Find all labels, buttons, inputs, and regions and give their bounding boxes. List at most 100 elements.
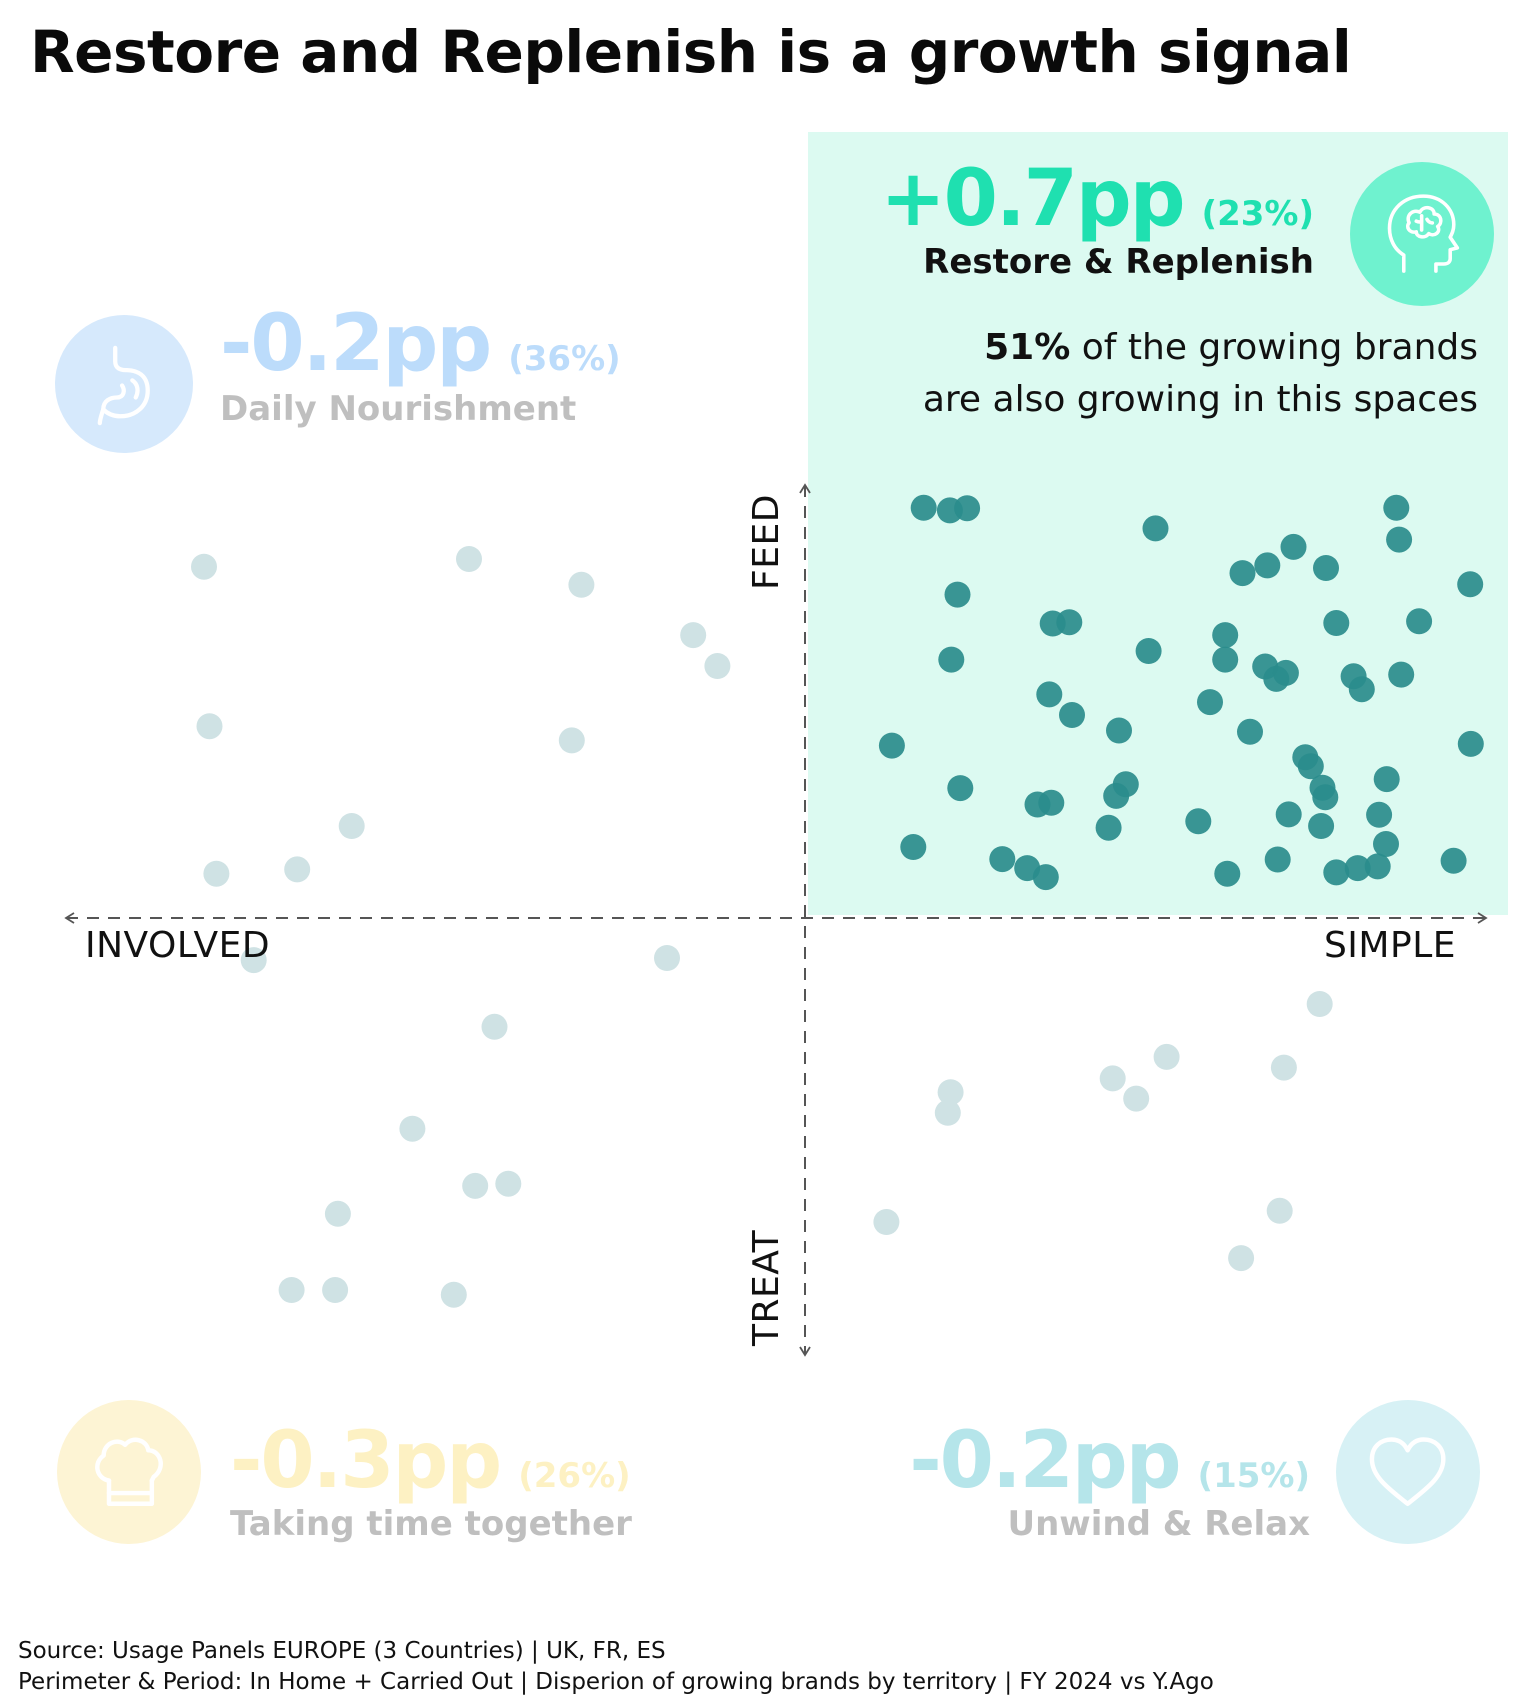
- scatter-point: [1254, 552, 1281, 579]
- scatter-point: [1095, 814, 1122, 841]
- scatter-point: [680, 622, 707, 649]
- scatter-point: [495, 1170, 522, 1197]
- source-line-2: Perimeter & Period: In Home + Carried Ou…: [18, 1669, 1214, 1695]
- scatter-point: [954, 495, 981, 522]
- scatter-point: [322, 1277, 349, 1303]
- source-note: Source: Usage Panels EUROPE (3 Countries…: [18, 1636, 1214, 1698]
- scatter-point: [456, 546, 482, 572]
- scatter-point: [910, 494, 937, 521]
- scatter-point: [1099, 1065, 1126, 1092]
- scatter-point: [1440, 847, 1467, 874]
- scatter-point: [1103, 782, 1130, 809]
- y-axis-label-bottom: TREAT: [746, 1229, 787, 1346]
- daily-pp-value: -0.2pp (36%): [220, 299, 621, 389]
- scatter-point: [1237, 718, 1263, 745]
- scatter-point: [1272, 659, 1299, 686]
- scatter-point: [1266, 1197, 1293, 1224]
- unwind-share: (15%): [1197, 1456, 1310, 1496]
- scatter-point: [1056, 609, 1083, 636]
- growth-note-text: of the growing brands: [1070, 327, 1478, 368]
- scatter-point: [654, 945, 680, 971]
- growth-note: 51% of the growing brands are also growi…: [838, 322, 1478, 426]
- scatter-point: [440, 1281, 467, 1308]
- scatter-point: [1457, 571, 1484, 598]
- scatter-point: [1038, 789, 1065, 816]
- scatter-point: [278, 1277, 305, 1303]
- together-name: Taking time together: [230, 1504, 632, 1544]
- unwind-quadrant-label: -0.2pp (15%) Unwind & Relax: [909, 1422, 1310, 1544]
- scatter-point: [900, 834, 927, 860]
- together-pp-value: -0.3pp (26%): [230, 1416, 631, 1506]
- scatter-point: [1313, 555, 1339, 581]
- scatter-point: [1366, 801, 1393, 828]
- scatter-point: [240, 947, 267, 974]
- scatter-point: [1323, 859, 1350, 886]
- scatter-point: [1229, 560, 1256, 587]
- scatter-point: [989, 846, 1016, 873]
- scatter-point: [284, 856, 311, 883]
- scatter-point: [1312, 784, 1339, 811]
- scatter-point: [1457, 730, 1484, 757]
- scatter-point: [1306, 991, 1333, 1017]
- scatter-point: [1214, 860, 1241, 887]
- scatter-point: [1185, 808, 1212, 835]
- scatter-point: [1386, 526, 1413, 553]
- scatter-point: [1280, 533, 1307, 560]
- scatter-point: [1264, 846, 1291, 873]
- scatter-point: [1348, 676, 1375, 703]
- scatter-point: [1323, 610, 1350, 636]
- scatter-point: [1373, 831, 1399, 857]
- brain-head-icon: [1350, 162, 1494, 306]
- daily-name: Daily Nourishment: [220, 389, 577, 429]
- scatter-point: [1106, 717, 1132, 744]
- scatter-point: [1036, 681, 1063, 708]
- scatter-point: [878, 732, 905, 759]
- scatter-point: [934, 1099, 961, 1126]
- source-line-1: Source: Usage Panels EUROPE (3 Countries…: [18, 1638, 666, 1664]
- chart-title: Restore and Replenish is a growth signal: [30, 18, 1352, 86]
- scatter-point: [558, 727, 585, 754]
- scatter-point: [1123, 1085, 1150, 1112]
- scatter-point: [938, 646, 965, 673]
- restore-share: (23%): [1201, 194, 1314, 234]
- scatter-point: [1059, 702, 1085, 728]
- scatter-point: [1270, 1054, 1297, 1081]
- scatter-point: [873, 1209, 900, 1235]
- scatter-point: [1197, 689, 1223, 716]
- restore-name: Restore & Replenish: [923, 242, 1314, 282]
- scatter-point: [203, 860, 230, 887]
- scatter-point: [947, 775, 974, 802]
- together-share: (26%): [518, 1456, 631, 1496]
- together-quadrant-label: -0.3pp (26%) Taking time together: [230, 1422, 632, 1544]
- growth-note-line2: are also growing in this spaces: [922, 379, 1478, 420]
- scatter-point: [196, 713, 223, 740]
- y-axis-label-top: FEED: [746, 494, 787, 590]
- scatter-point: [568, 571, 595, 598]
- scatter-point: [1406, 608, 1433, 635]
- scatter-point: [462, 1172, 489, 1199]
- unwind-pp-value: -0.2pp (15%): [909, 1416, 1310, 1506]
- scatter-point: [399, 1115, 426, 1142]
- scatter-point: [1153, 1043, 1180, 1070]
- scatter-point: [1292, 744, 1319, 771]
- daily-share: (36%): [508, 339, 621, 379]
- scatter-point: [944, 581, 971, 608]
- scatter-point: [1275, 801, 1302, 828]
- heart-icon: [1336, 1400, 1480, 1544]
- scatter-point: [1212, 622, 1239, 649]
- scatter-point: [1373, 766, 1400, 793]
- scatter-point: [191, 553, 217, 580]
- stomach-icon: [55, 315, 193, 453]
- scatter-point: [338, 813, 365, 839]
- scatter-point: [1142, 515, 1169, 542]
- restore-pp-value: +0.7pp (23%): [880, 154, 1314, 244]
- growth-note-line1: 51% of the growing brands: [838, 322, 1478, 374]
- scatter-point: [1388, 661, 1415, 688]
- scatter-point: [481, 1013, 508, 1040]
- scatter-point: [1364, 853, 1391, 880]
- x-axis-label-right: SIMPLE: [1323, 925, 1456, 966]
- growth-note-share: 51%: [984, 327, 1071, 368]
- scatter-point: [704, 653, 731, 679]
- scatter-point: [1308, 813, 1335, 839]
